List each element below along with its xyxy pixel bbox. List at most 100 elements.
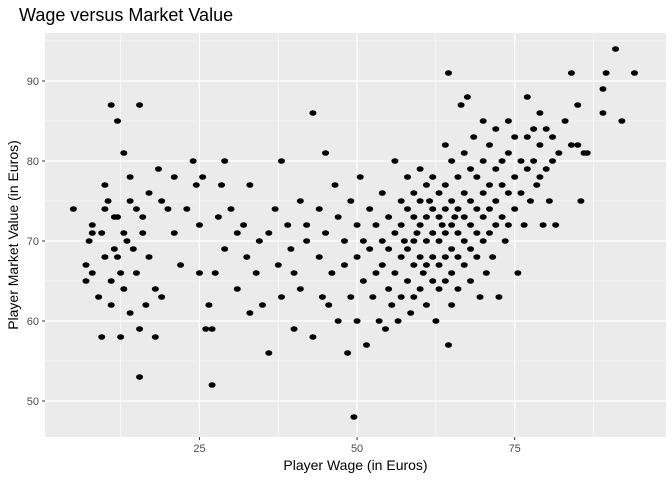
data-point [410,262,418,268]
data-point [340,262,348,268]
data-point [221,246,229,252]
data-point [454,174,462,180]
data-point [145,254,153,260]
data-point [391,230,399,236]
data-point [240,222,248,228]
data-point [523,134,531,140]
data-point [315,206,323,212]
data-point [479,238,487,244]
data-point [438,222,446,228]
data-point [435,286,443,292]
data-point [284,222,292,228]
data-point [485,142,493,148]
data-point [404,246,412,252]
y-tick-label: 80 [27,156,39,168]
data-point [88,270,96,276]
data-point [98,230,106,236]
data-point [463,94,471,100]
data-point [158,294,166,300]
data-point [429,174,437,180]
data-point [221,158,229,164]
data-point [192,182,200,188]
data-point [208,382,216,388]
data-point [114,254,122,260]
data-point [95,294,103,300]
data-point [479,118,487,124]
data-point [114,214,122,220]
data-point [340,238,348,244]
data-point [132,206,140,212]
data-point [426,198,434,204]
data-point [394,318,402,324]
data-point [441,142,449,148]
data-point [101,182,109,188]
data-point [454,286,462,292]
data-point [413,230,421,236]
data-point [110,246,118,252]
data-point [467,198,475,204]
data-point [378,190,386,196]
y-axis-title: Player Market Value (in Euros) [5,140,21,330]
data-point [88,230,96,236]
data-point [612,46,620,52]
data-point [277,158,285,164]
grid-minor [45,33,666,437]
data-point [470,134,478,140]
data-point [618,118,626,124]
data-point [151,334,159,340]
data-point [296,286,304,292]
y-tick-label: 70 [27,236,39,248]
data-point [372,270,380,276]
data-point [315,254,323,260]
data-point [218,182,226,188]
data-point [205,302,213,308]
data-point [120,150,128,156]
data-point [246,310,254,316]
data-point [451,214,459,220]
data-point [517,190,525,196]
data-point [511,206,519,212]
data-point [467,166,475,172]
data-point [129,246,137,252]
data-point [549,134,557,140]
data-point [322,230,330,236]
data-point [523,166,531,172]
data-point [404,206,412,212]
data-point [599,86,607,92]
data-point [334,214,342,220]
data-point [139,230,147,236]
data-point [435,214,443,220]
data-point [259,302,267,308]
data-point [126,174,134,180]
data-point [511,174,519,180]
data-point [397,294,405,300]
data-point [422,214,430,220]
data-point [265,230,273,236]
data-point [416,166,424,172]
data-point [492,198,500,204]
data-point [98,334,106,340]
data-point [359,238,367,244]
data-point [479,190,487,196]
data-point [136,326,144,332]
data-point [504,118,512,124]
data-point [530,158,538,164]
data-point [577,198,585,204]
data-point [123,238,131,244]
data-point [435,262,443,268]
data-point [504,190,512,196]
data-point [485,230,493,236]
data-point [473,206,481,212]
data-point [476,294,484,300]
data-point [126,198,134,204]
data-point [432,318,440,324]
data-point [82,278,90,284]
data-point [120,286,128,292]
data-point [416,254,424,260]
data-point [331,182,339,188]
data-point [435,190,443,196]
data-point [448,198,456,204]
data-point [107,278,115,284]
data-point [485,182,493,188]
data-point [511,134,519,140]
